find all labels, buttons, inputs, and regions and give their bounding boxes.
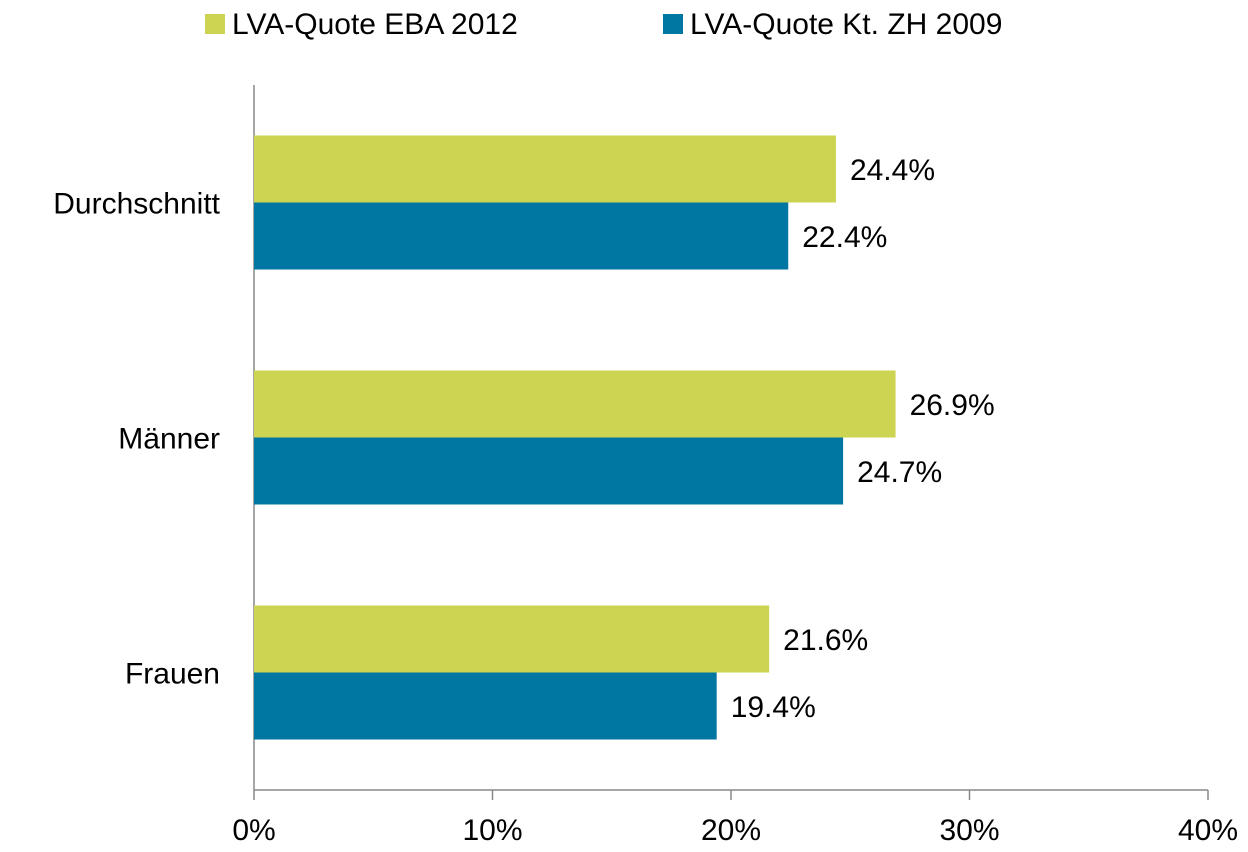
legend-swatch: [663, 14, 683, 34]
x-tick-label: 20%: [701, 814, 761, 847]
bar: [254, 672, 717, 740]
bar: [254, 135, 836, 203]
y-tick-label: Frauen: [125, 657, 220, 690]
x-tick-label: 30%: [939, 814, 999, 847]
bar: [254, 437, 844, 505]
x-tick-label: 10%: [462, 814, 522, 847]
y-tick-label: Durchschnitt: [53, 187, 220, 220]
data-label: 24.4%: [850, 154, 935, 187]
data-label: 24.7%: [857, 456, 942, 489]
data-label: 21.6%: [783, 624, 868, 657]
x-tick-label: 40%: [1178, 814, 1238, 847]
legend-label: LVA-Quote EBA 2012: [232, 8, 518, 41]
x-tick-label: 0%: [232, 814, 275, 847]
bar: [254, 605, 770, 673]
bar: [254, 202, 789, 270]
legend-label: LVA-Quote Kt. ZH 2009: [690, 8, 1002, 41]
bar: [254, 370, 896, 438]
data-label: 22.4%: [802, 221, 887, 254]
y-tick-label: Männer: [118, 422, 220, 455]
data-label: 19.4%: [731, 691, 816, 724]
legend-swatch: [205, 14, 225, 34]
data-label: 26.9%: [910, 389, 995, 422]
